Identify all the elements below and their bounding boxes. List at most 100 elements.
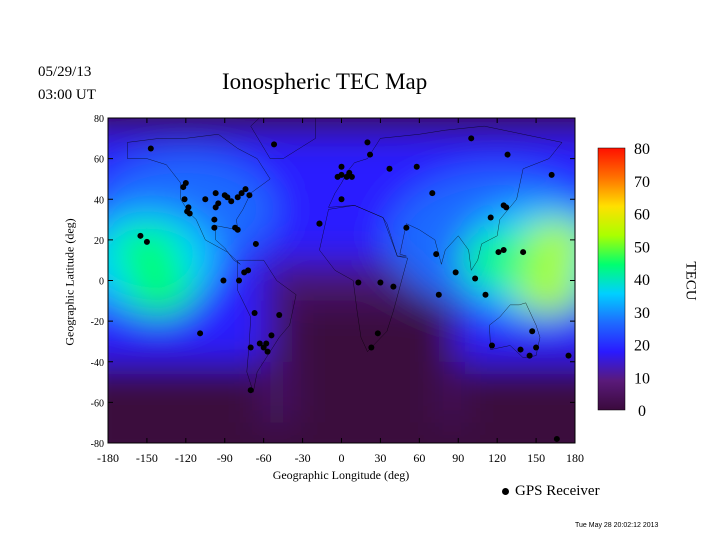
gps-receiver-point: [487, 214, 494, 221]
gps-receiver-point: [520, 249, 527, 256]
gps-receiver-point: [143, 238, 150, 245]
gps-receiver-point: [495, 249, 502, 256]
gps-receiver-point: [488, 342, 495, 349]
gps-receiver-point: [234, 194, 241, 201]
y-tick-label: 60: [94, 155, 104, 166]
gps-receiver-point: [517, 346, 524, 353]
x-tick-label: 0: [339, 451, 345, 465]
gps-receiver-point: [374, 330, 381, 337]
gps-receiver-point: [212, 204, 219, 211]
legend-label: GPS Receiver: [515, 483, 600, 499]
gps-receiver-point: [245, 267, 252, 274]
colorbar-tick-label: 30: [634, 305, 650, 322]
gps-receiver-point: [338, 163, 345, 170]
gps-receiver-point: [413, 163, 420, 170]
gps-receiver-point: [247, 387, 254, 394]
gps-receiver-point: [548, 171, 555, 178]
gps-receiver-point: [390, 283, 397, 290]
gps-receiver-point: [202, 196, 209, 203]
gps-receiver-point: [186, 210, 193, 217]
gps-receiver-point: [224, 194, 231, 201]
gps-receiver-point: [268, 332, 275, 339]
y-tick-label: 20: [94, 236, 104, 247]
x-tick-label: 60: [413, 451, 425, 465]
x-axis-label: Geographic Longitude (deg): [272, 468, 410, 482]
gps-receiver-point: [276, 312, 283, 319]
gps-receiver-point: [211, 224, 218, 231]
gps-receiver-point: [526, 352, 533, 359]
y-tick-label: -60: [91, 398, 104, 409]
x-tick-label: -30: [295, 451, 311, 465]
colorbar-tick-label: 50: [634, 239, 650, 256]
tec-peak: [463, 236, 532, 285]
time-label: 03:00 UT: [38, 87, 96, 103]
gps-receiver-point: [234, 226, 241, 233]
colorbar-tick-label: 10: [634, 370, 650, 387]
gps-receiver-point: [147, 145, 154, 152]
colorbar-tick-label: 20: [634, 338, 650, 355]
gps-receiver-point: [316, 220, 323, 227]
gps-receiver-point: [260, 344, 267, 351]
gps-receiver-point: [468, 135, 475, 142]
gps-receiver-point: [355, 279, 362, 286]
coastline-outline: [237, 259, 297, 393]
gps-receiver-point: [236, 277, 243, 284]
x-tick-label: 120: [488, 451, 506, 465]
colorbar-tick-label: 0: [638, 403, 646, 420]
gps-receiver-point: [529, 328, 536, 335]
x-tick-label: -180: [97, 451, 119, 465]
x-tick-label: -120: [175, 451, 197, 465]
y-axis-label: Geographic Latitude (deg): [62, 218, 77, 346]
x-axis: -180 -150 -120 -90 -60 -30 0 30 60 90 120 150 180: [97, 118, 584, 465]
x-tick-label: 30: [374, 451, 386, 465]
gps-receiver-points: [137, 135, 572, 442]
gps-receiver-point: [181, 196, 188, 203]
y-tick-label: -20: [91, 317, 104, 328]
gps-receiver-point: [242, 186, 249, 193]
gps-receiver-point: [504, 151, 511, 158]
colorbar-tick-label: 40: [634, 272, 650, 289]
x-tick-label: 180: [566, 451, 584, 465]
legend: GPS Receiver: [502, 483, 600, 500]
gps-receiver-point: [500, 247, 507, 254]
x-tick-label: -150: [136, 451, 158, 465]
gps-receiver-point: [247, 344, 254, 351]
tec-peak: [125, 266, 194, 315]
gps-receiver-point: [264, 348, 271, 355]
gps-receiver-point: [403, 224, 410, 231]
gps-receiver-point: [348, 173, 355, 180]
gps-receiver-point: [256, 340, 263, 347]
gps-receiver-point: [137, 232, 144, 239]
gps-receiver-point: [220, 277, 227, 284]
gps-receiver-point: [338, 196, 345, 203]
gps-receiver-point: [433, 251, 440, 258]
y-tick-label: 80: [94, 114, 104, 125]
y-axis: 80 60 40 20 0 -20 -40 -60 -80: [91, 114, 575, 450]
gps-receiver-point: [252, 240, 259, 247]
y-tick-label: -80: [91, 439, 104, 450]
gps-receiver-point: [228, 198, 235, 205]
y-tick-label: 40: [94, 195, 104, 206]
tec-peak: [515, 266, 575, 315]
gps-receiver-point: [377, 279, 384, 286]
gps-receiver-point: [553, 435, 560, 442]
date-label: 05/29/13: [38, 64, 92, 80]
colorbar-tick-label: 80: [634, 141, 650, 158]
gps-receiver-point: [503, 204, 510, 211]
timestamp: Tue May 28 20:02:12 2013: [575, 522, 659, 529]
coastline-outline: [319, 205, 408, 353]
gps-receiver-point: [482, 291, 489, 298]
gps-receiver-point: [180, 184, 187, 191]
x-tick-label: 150: [527, 451, 545, 465]
gps-receiver-point: [367, 151, 374, 158]
y-tick-label: -40: [91, 358, 104, 369]
tec-field-blur: [108, 118, 575, 443]
gps-receiver-point: [429, 190, 436, 197]
gps-receiver-point: [334, 173, 341, 180]
gps-receiver-point: [472, 275, 479, 282]
gps-receiver-point: [197, 330, 204, 337]
x-tick-label: 90: [452, 451, 464, 465]
tec-peak: [112, 226, 181, 275]
chart-title: Ionospheric TEC Map: [222, 69, 428, 94]
tec-peak: [521, 219, 575, 268]
